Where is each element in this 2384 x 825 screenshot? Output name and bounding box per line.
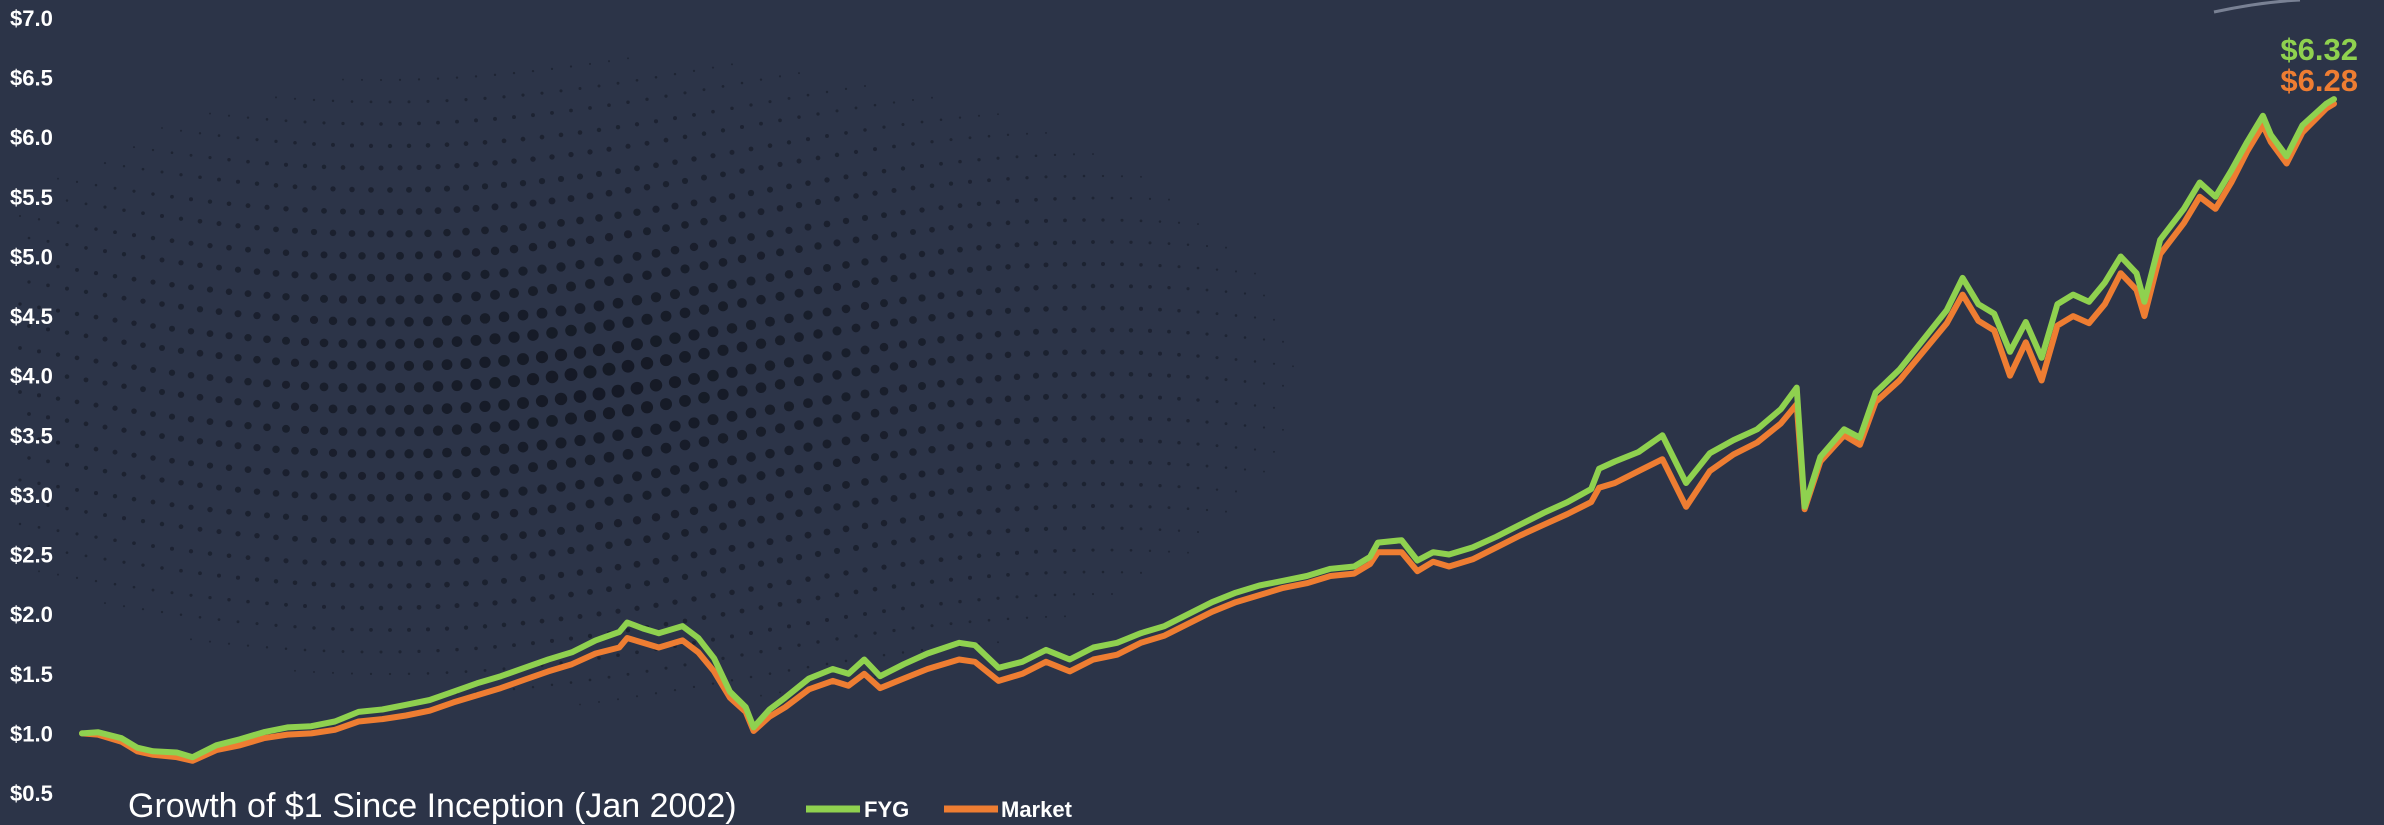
legend-label-fyg: FYG [864, 797, 909, 822]
end-labels: $6.32$6.28 [2280, 32, 2358, 98]
y-tick-label: $2.5 [10, 543, 53, 568]
y-tick-label: $3.0 [10, 483, 53, 508]
end-label-fyg: $6.32 [2280, 32, 2358, 67]
y-tick-label: $2.0 [10, 602, 53, 627]
legend: FYG Market [806, 797, 1073, 822]
y-tick-label: $5.5 [10, 185, 53, 210]
y-tick-label: $1.5 [10, 662, 53, 687]
end-label-market: $6.28 [2280, 63, 2358, 98]
y-axis: $0.5 $1.0 $1.5 $2.0 $2.5 $3.0 $3.5 $4.0 $4.5 $5.0… [10, 6, 53, 806]
y-tick-label: $3.5 [10, 423, 53, 448]
y-tick-label: $7.0 [10, 6, 53, 31]
chart-title: Growth of $1 Since Inception (Jan 2002) [128, 787, 737, 825]
y-tick-label: $6.5 [10, 66, 53, 91]
y-tick-label: $1.0 [10, 721, 53, 746]
legend-label-market: Market [1001, 797, 1073, 822]
y-tick-label: $4.5 [10, 304, 53, 329]
y-tick-label: $0.5 [10, 781, 53, 806]
series-layer [79, 96, 2337, 764]
series-line-market [79, 100, 2337, 764]
background-dot-pattern [18, 57, 1294, 706]
y-tick-label: $6.0 [10, 125, 53, 150]
y-tick-label: $4.0 [10, 364, 53, 389]
series-line-fyg [79, 96, 2337, 761]
y-tick-label: $5.0 [10, 244, 53, 269]
decorative-swoosh [2213, 0, 2301, 14]
